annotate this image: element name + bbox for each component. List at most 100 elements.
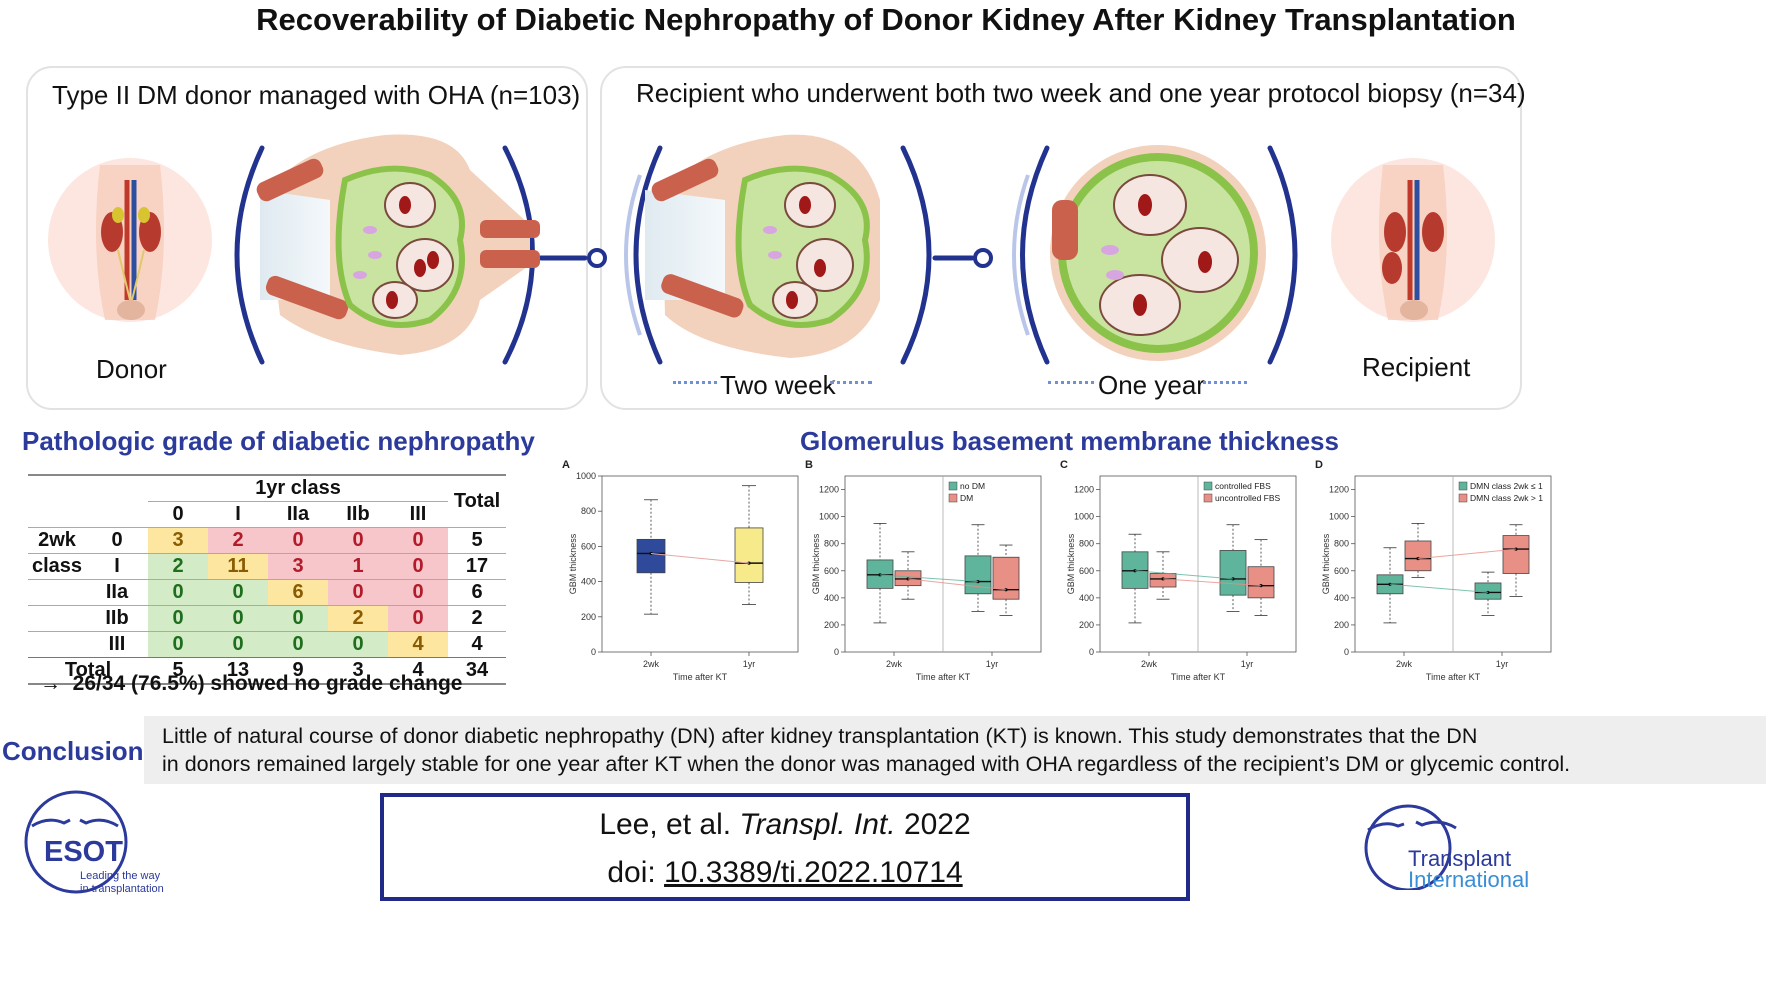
grade-cell: 0: [268, 527, 328, 554]
citation-authors: Lee, et al.: [599, 808, 732, 841]
median-trend-line: [650, 552, 750, 564]
box: [1502, 535, 1530, 574]
citation-journal: Transpl. Int.: [739, 808, 896, 841]
y-tick-label: 600: [581, 541, 596, 551]
median-trend-line: [1134, 570, 1234, 580]
x-axis-label: Time after KT: [673, 672, 728, 682]
grade-cell: 0: [328, 527, 388, 554]
grade-cell: 0: [148, 631, 208, 658]
grade-cell: 2: [208, 527, 268, 554]
grade-cell: 0: [388, 553, 449, 580]
y-tick-label: 800: [1334, 539, 1349, 549]
grade-cell: 0: [328, 631, 388, 658]
row-total: 17: [465, 555, 489, 577]
y-tick-label: 600: [1334, 566, 1349, 576]
connector-dot-1: [587, 248, 607, 268]
grade-change-summary: → 26/34 (76.5%) showed no grade change: [40, 672, 463, 695]
legend-swatch: [1203, 493, 1213, 503]
grade-cell: 0: [148, 579, 208, 606]
citation-doi-link[interactable]: 10.3389/ti.2022.10714: [664, 856, 963, 889]
x-axis-label: Time after KT: [1426, 672, 1481, 682]
y-tick-label: 600: [824, 566, 839, 576]
row-total: 4: [471, 633, 483, 655]
one-year-dotline-left: [1048, 381, 1094, 384]
legend-label: controlled FBS: [1215, 481, 1271, 491]
y-tick-label: 1200: [1074, 485, 1094, 495]
ti-line-1: Transplant: [1408, 846, 1512, 871]
box: [1247, 566, 1275, 599]
row-total: 2: [471, 607, 483, 629]
row-header: IIa: [105, 581, 129, 603]
y-tick-label: 0: [834, 647, 839, 657]
y-tick-label: 400: [1334, 593, 1349, 603]
y-axis-label: GBM thickness: [1066, 533, 1076, 594]
legend-label: no DM: [960, 481, 985, 491]
x-tick-label: 2wk: [1396, 659, 1413, 669]
y-tick-label: 1000: [576, 471, 596, 481]
connector-dot-2: [973, 248, 993, 268]
two-week-label: Two week: [720, 370, 836, 400]
x-tick-label: 1yr: [986, 659, 999, 669]
recipient-body-icon: [1331, 158, 1495, 322]
donor-body-icon: [48, 158, 212, 322]
grade-cell: 0: [388, 527, 449, 554]
kidney-illustration: [48, 134, 1495, 365]
y-tick-label: 200: [1334, 620, 1349, 630]
esot-logo-icon: [24, 790, 128, 894]
y-tick-label: 1000: [819, 512, 839, 522]
grade-cell: 0: [148, 605, 208, 632]
legend-label: DMN class 2wk > 1: [1470, 493, 1543, 503]
x-axis-label: Time after KT: [1171, 672, 1226, 682]
box-median-dot: [1486, 590, 1490, 595]
row-group-label: 2wk: [38, 529, 76, 551]
median-trend-line: [879, 574, 979, 583]
y-tick-label: 800: [1079, 539, 1094, 549]
y-tick-label: 1200: [1329, 485, 1349, 495]
row-header: I: [114, 555, 120, 577]
panel-letter: B: [805, 459, 813, 471]
box: [636, 538, 666, 574]
y-tick-label: 800: [824, 539, 839, 549]
grade-cell: 11: [208, 553, 268, 580]
legend-label: DM: [960, 493, 973, 503]
col-total: 9: [292, 659, 304, 681]
two-week-dotline-left: [673, 381, 717, 384]
legend-swatch: [1458, 481, 1468, 491]
x-tick-label: 1yr: [1241, 659, 1254, 669]
esot-tagline-2: in transplantation: [80, 883, 164, 895]
legend-swatch: [948, 493, 958, 503]
conclusion-label: Conclusion: [2, 736, 144, 766]
grade-cell: 1: [328, 553, 388, 580]
y-tick-label: 1200: [819, 485, 839, 495]
grade-cell: 6: [268, 579, 328, 606]
recipient-label: Recipient: [1362, 352, 1471, 382]
col-header: III: [388, 501, 449, 528]
legend-label: uncontrolled FBS: [1215, 493, 1281, 503]
y-tick-label: 0: [591, 647, 596, 657]
col-header: 0: [148, 501, 208, 528]
gbm-title: Glomerulus basement membrane thickness: [800, 426, 1339, 456]
panel-letter: A: [562, 459, 570, 471]
y-tick-label: 800: [581, 506, 596, 516]
total-row-header: Total: [64, 659, 112, 681]
median-trend-line: [1389, 583, 1489, 593]
legend-swatch: [1203, 481, 1213, 491]
y-tick-label: 0: [1089, 647, 1094, 657]
median-trend-line: [1162, 578, 1262, 587]
lens-brackets-shadow: [624, 174, 1030, 336]
y-tick-label: 1000: [1329, 512, 1349, 522]
col-header: IIb: [328, 501, 388, 528]
x-tick-label: 1yr: [743, 659, 756, 669]
conclusion-line-1: Little of natural course of donor diabet…: [162, 724, 1478, 748]
grade-cell: 4: [388, 631, 449, 658]
x-tick-label: 1yr: [1496, 659, 1509, 669]
box: [1219, 550, 1247, 596]
y-tick-label: 1000: [1074, 512, 1094, 522]
grand-total: 34: [465, 659, 489, 681]
y-tick-label: 400: [581, 577, 596, 587]
box-median-dot: [1514, 547, 1518, 551]
y-tick-label: 200: [824, 620, 839, 630]
y-axis-label: GBM thickness: [811, 533, 821, 594]
x-tick-label: 2wk: [643, 659, 660, 669]
grade-cell: 2: [328, 605, 388, 632]
